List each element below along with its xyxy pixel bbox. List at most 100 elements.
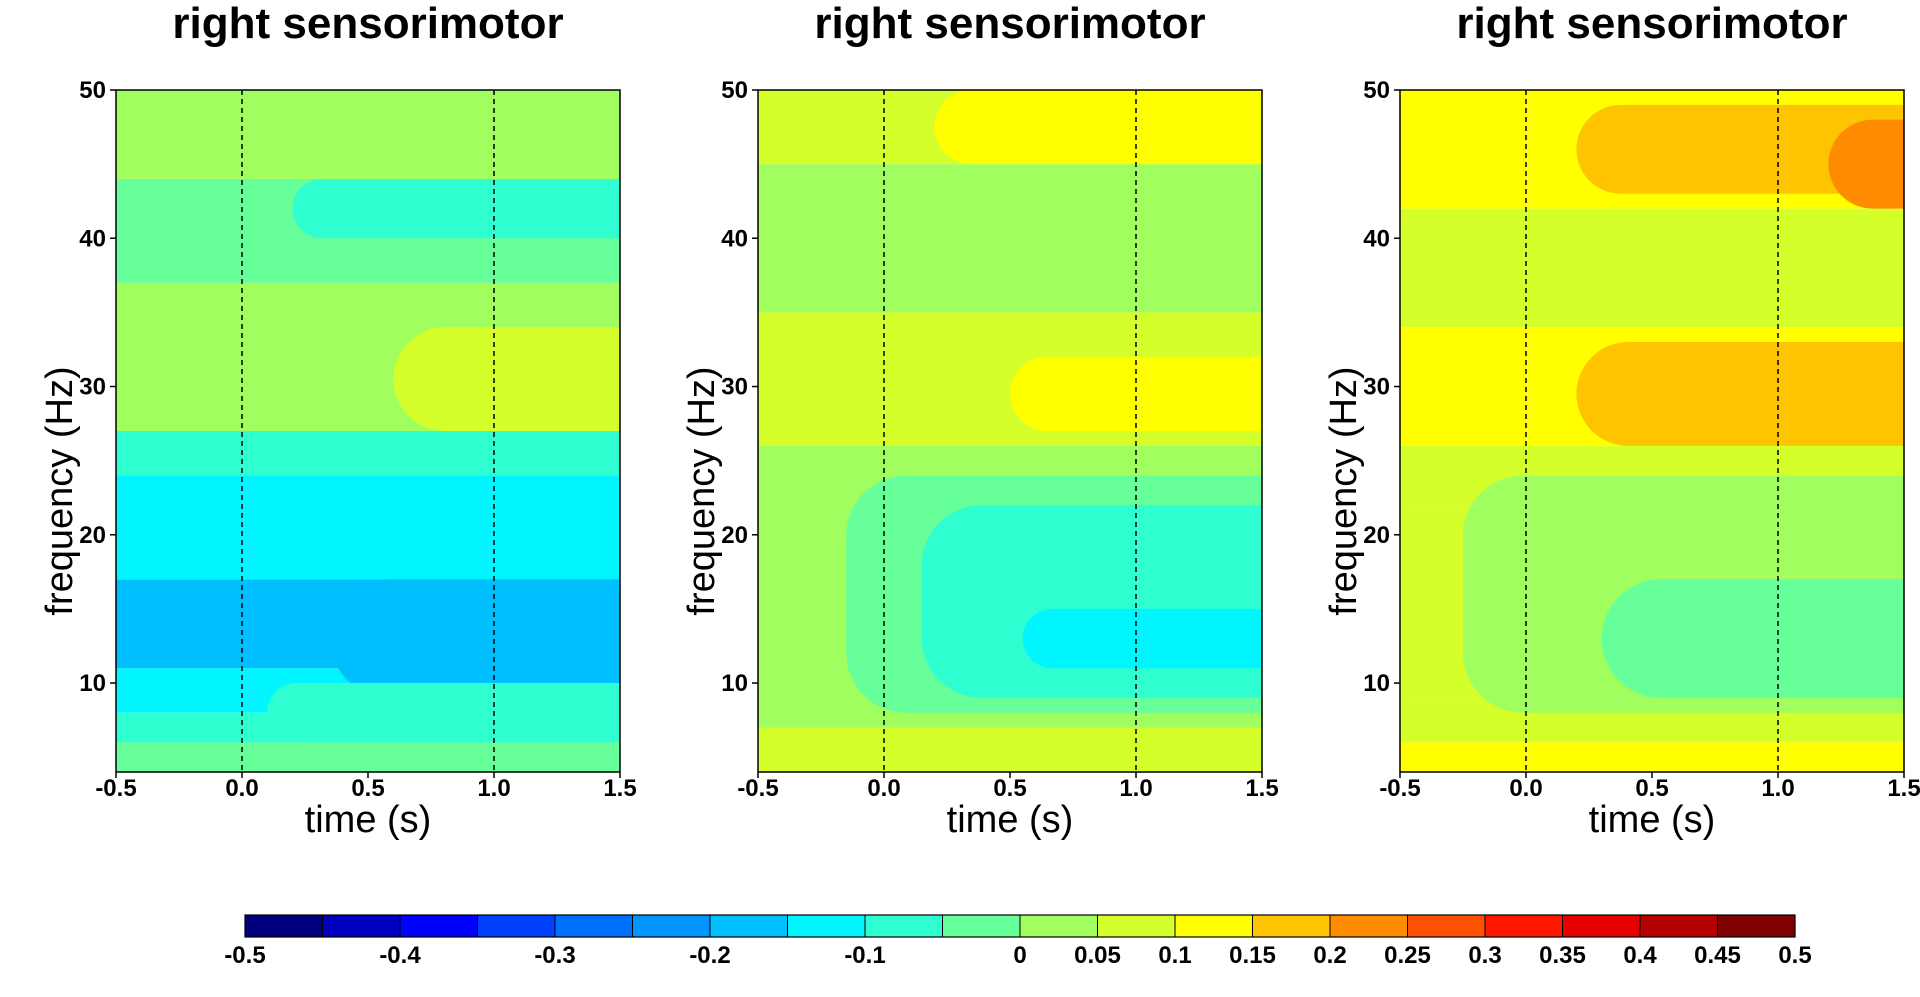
heat-blob [934,90,1262,165]
x-tick-label: -0.5 [1379,775,1420,802]
colorbar-tick-label: 0 [1013,942,1026,969]
colorbar-swatch [1097,915,1176,937]
x-tick-label: 1.0 [477,775,510,802]
colorbar-swatch [477,915,556,937]
x-tick-label: 0.0 [1509,775,1542,802]
x-tick-label: 1.0 [1761,775,1794,802]
colorbar-swatch [1020,915,1098,937]
y-tick-label: 10 [1363,670,1390,697]
colorbar-swatch [555,915,633,937]
heat-blob [267,683,620,743]
colorbar-tick-label: 0.1 [1158,942,1191,969]
heat-blob [191,475,620,580]
colorbar-swatch [1407,915,1486,937]
colorbar-swatch [787,915,866,937]
y-tick-label: 30 [1363,374,1390,401]
colorbar-tick-label: 0.2 [1313,942,1346,969]
colorbar: -0.5 -0.4 -0.3 -0.2 -0.1 0 0.05 0.1 0.15 0.2 0.25 0… [224,914,1812,969]
colorbar-swatch [1252,915,1331,937]
colorbar-swatch [710,915,788,937]
heat-blob [393,327,620,431]
colorbar-swatch [1562,915,1641,937]
colorbar-frame [244,914,1796,938]
heat-blob [1828,119,1904,209]
y-axis-label: frequency (Hz) [1323,366,1365,615]
y-tick-label: 50 [79,77,106,104]
x-tick-label: 0.5 [993,775,1026,802]
y-tick-label: 30 [721,374,748,401]
heat-band [116,431,620,476]
panel-3: -0.5 0.0 0.5 1.0 1.5 10 20 30 40 50 right sensorim… [1323,0,1920,841]
colorbar-swatch [632,915,711,937]
x-tick-label: 0.5 [1635,775,1668,802]
y-tick-label: 40 [1363,225,1390,252]
colorbar-swatch [400,915,478,937]
x-tick-label: 1.5 [1245,775,1278,802]
heat-band [758,727,1262,772]
y-tick-label: 50 [1363,77,1390,104]
y-tick-label: 20 [79,522,106,549]
heat-blob [1010,356,1262,431]
panel-title: right sensorimotor [1456,0,1847,48]
x-tick-label: 1.0 [1119,775,1152,802]
colorbar-swatch [1175,915,1253,937]
panel-title: right sensorimotor [172,0,563,48]
heat-band [758,164,1262,313]
colorbar-swatch [865,915,943,937]
panels: -0.5 0.0 0.5 1.0 1.5 10 20 30 40 50 right sensorim… [39,0,1920,841]
heat-band [116,90,620,179]
heatmap-area [758,90,1262,772]
x-tick-label: 0.0 [225,775,258,802]
y-tick-label: 50 [721,77,748,104]
y-tick-label: 40 [79,225,106,252]
heat-band [1400,208,1904,328]
x-tick-label: 1.5 [603,775,636,802]
colorbar-swatch [1330,915,1408,937]
colorbar-swatch [1485,915,1563,937]
colorbar-swatch [245,915,323,937]
colorbar-tick-label: -0.5 [224,942,265,969]
colorbar-tick-label: -0.2 [689,942,730,969]
y-tick-label: 40 [721,225,748,252]
heat-blob [1576,104,1904,194]
colorbar-swatch [322,915,401,937]
colorbar-tick-label: -0.3 [534,942,575,969]
heat-blob [330,579,620,698]
colorbar-tick-label: 0.15 [1229,942,1276,969]
colorbar-tick-label: -0.1 [844,942,885,969]
y-tick-label: 10 [79,670,106,697]
colorbar-swatch [942,915,1021,937]
panel-1: -0.5 0.0 0.5 1.0 1.5 10 20 30 40 50 right sensorim… [39,0,637,841]
x-axis-label: time (s) [947,799,1074,841]
heat-blob [1601,579,1904,698]
y-tick-label: 30 [79,374,106,401]
colorbar-swatch [1717,915,1796,937]
panel-title: right sensorimotor [814,0,1205,48]
x-tick-label: 0.0 [867,775,900,802]
x-tick-label: 0.5 [351,775,384,802]
colorbar-tick-label: 0.05 [1074,942,1121,969]
y-axis-label: frequency (Hz) [681,366,723,615]
colorbar-tick-label: 0.4 [1623,942,1657,969]
colorbar-tick-label: -0.4 [379,942,421,969]
heat-blob [292,178,620,239]
heatmap-area [1400,90,1904,772]
x-axis-label: time (s) [1589,799,1716,841]
panel-2: -0.5 0.0 0.5 1.0 1.5 10 20 30 40 50 right sensorim… [681,0,1279,841]
heat-band [1400,742,1904,772]
colorbar-tick-label: 0.5 [1778,942,1811,969]
colorbar-tick-label: 0.25 [1384,942,1431,969]
colorbar-tick-label: 0.45 [1694,942,1741,969]
y-tick-label: 20 [1363,522,1390,549]
heat-blob [1576,342,1904,446]
x-tick-label: 1.5 [1887,775,1920,802]
y-axis-label: frequency (Hz) [39,366,81,615]
colorbar-tick-label: 0.35 [1539,942,1586,969]
colorbar-tick-label: 0.3 [1468,942,1501,969]
y-tick-label: 20 [721,522,748,549]
y-tick-label: 10 [721,670,748,697]
heat-blob [1022,608,1262,669]
colorbar-swatch [1640,915,1718,937]
x-tick-label: -0.5 [737,775,778,802]
